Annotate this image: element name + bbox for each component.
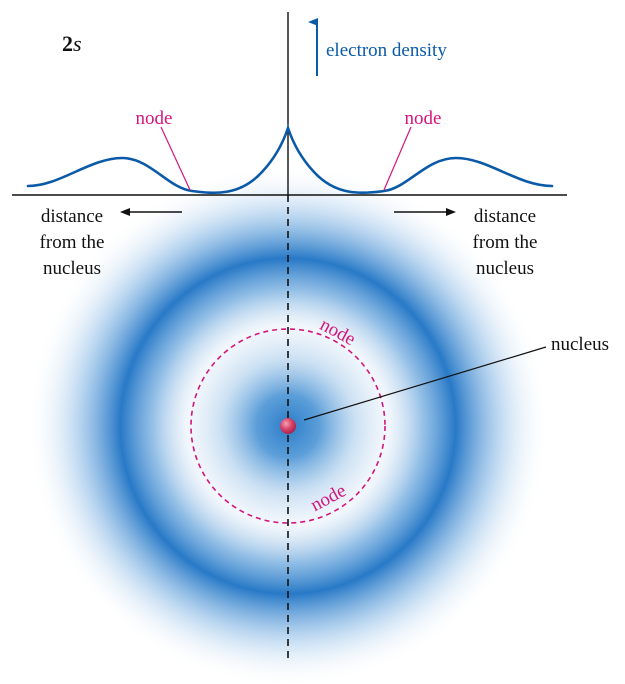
node-circle: [190, 328, 386, 524]
left-distance-label-line3: nucleus: [43, 258, 101, 279]
orbital-label: 2s: [62, 31, 82, 56]
node-label-right: node: [405, 108, 442, 129]
nucleus: [280, 418, 296, 434]
electron-density-curve: [26, 123, 554, 195]
node-pointer-right: [383, 126, 412, 191]
orbital-label-letter: s: [73, 31, 82, 56]
right-arrowhead: [446, 208, 456, 216]
left-distance-label-line1: distance: [41, 206, 103, 227]
electron-density-label: electron density: [326, 40, 447, 61]
left-arrowhead: [120, 208, 130, 216]
node-pointer-left: [160, 126, 191, 191]
right-distance-label-line2: from the: [473, 232, 538, 253]
nucleus-label: nucleus: [551, 334, 609, 355]
node-label-left: node: [136, 108, 173, 129]
right-distance-label-line3: nucleus: [476, 258, 534, 279]
orbital-label-number: 2: [62, 31, 73, 56]
left-distance-label-line2: from the: [40, 232, 105, 253]
nucleus-pointer: [303, 346, 547, 421]
right-distance-label-line1: distance: [474, 206, 536, 227]
